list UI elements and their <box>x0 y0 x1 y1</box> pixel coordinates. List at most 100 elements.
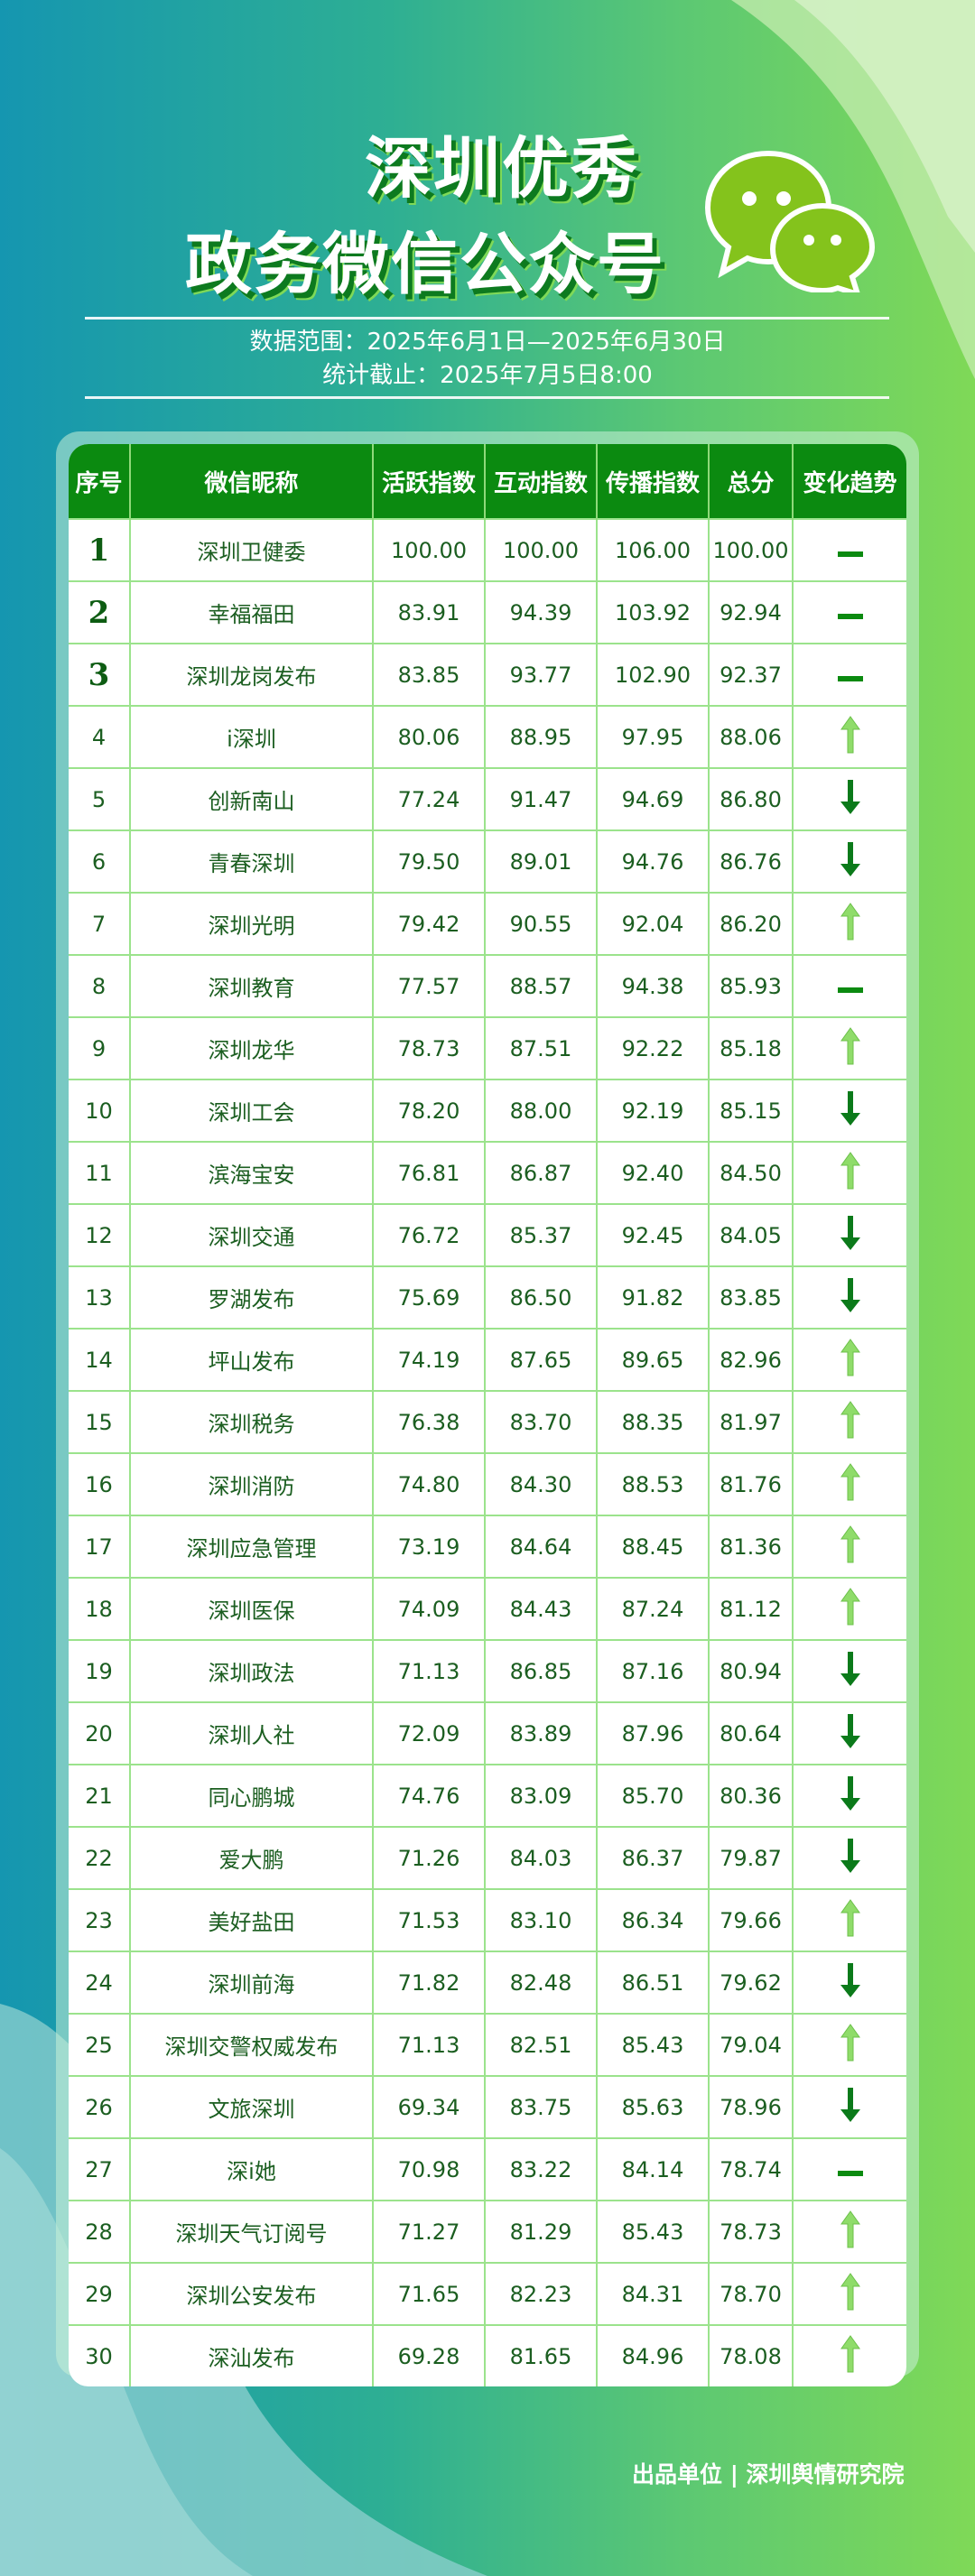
dash-icon <box>837 974 863 999</box>
interact-cell: 83.09 <box>484 1764 598 1828</box>
name-cell: 深圳交通 <box>129 1203 374 1267</box>
total-cell: 92.94 <box>708 580 794 644</box>
table-row: 29 深圳公安发布 71.65 82.23 84.31 78.70 <box>69 2262 906 2326</box>
active-cell: 83.85 <box>372 643 486 707</box>
trend-cell <box>792 643 906 707</box>
total-cell: 85.15 <box>708 1079 794 1143</box>
col-active: 活跃指数 <box>373 444 486 519</box>
spread-cell: 85.63 <box>596 2075 710 2139</box>
trend-cell <box>792 705 906 769</box>
rank-cell: 3 <box>69 643 131 707</box>
footer-credit: 出品单位 | 深圳舆情研究院 <box>632 2461 905 2488</box>
interact-cell: 94.39 <box>484 580 598 644</box>
data-range-text: 数据范围：2025年6月1日—2025年6月30日 <box>249 329 726 356</box>
name-cell: 滨海宝安 <box>129 1141 374 1205</box>
trend-cell <box>792 954 906 1018</box>
col-trend: 变化趋势 <box>793 444 906 519</box>
rank-cell: 10 <box>69 1079 131 1143</box>
spread-cell: 84.31 <box>596 2262 710 2326</box>
active-cell: 71.65 <box>372 2262 486 2326</box>
spread-cell: 87.16 <box>596 1639 710 1703</box>
total-cell: 86.80 <box>708 767 794 831</box>
trend-cell <box>792 2013 906 2077</box>
arrow-up-icon <box>840 2334 861 2379</box>
rank-cell: 14 <box>69 1328 131 1392</box>
active-cell: 74.09 <box>372 1577 486 1641</box>
active-cell: 69.34 <box>372 2075 486 2139</box>
rank-cell: 19 <box>69 1639 131 1703</box>
rank-cell: 28 <box>69 2200 131 2264</box>
spread-cell: 92.22 <box>596 1016 710 1080</box>
trend-cell <box>792 1515 906 1579</box>
col-name: 微信昵称 <box>130 444 374 519</box>
rank-cell: 1 <box>69 518 131 582</box>
total-cell: 80.94 <box>708 1639 794 1703</box>
active-cell: 78.20 <box>372 1079 486 1143</box>
name-cell: 深i她 <box>129 2137 374 2201</box>
arrow-up-icon <box>840 902 861 947</box>
interact-cell: 82.51 <box>484 2013 598 2077</box>
active-cell: 76.72 <box>372 1203 486 1267</box>
active-cell: 100.00 <box>372 518 486 582</box>
total-cell: 81.76 <box>708 1452 794 1516</box>
total-cell: 78.08 <box>708 2324 794 2386</box>
table-header: 序号 微信昵称 活跃指数 互动指数 传播指数 总分 变化趋势 <box>69 444 906 519</box>
name-cell: 深圳前海 <box>129 1951 374 2015</box>
spread-cell: 92.40 <box>596 1141 710 1205</box>
table-row: 25 深圳交警权威发布 71.13 82.51 85.43 79.04 <box>69 2013 906 2077</box>
active-cell: 79.50 <box>372 829 486 894</box>
total-cell: 78.96 <box>708 2075 794 2139</box>
arrow-down-icon <box>839 778 862 821</box>
name-cell: 深圳政法 <box>129 1639 374 1703</box>
table-row: 8 深圳教育 77.57 88.57 94.38 85.93 <box>69 954 906 1018</box>
rank-cell: 29 <box>69 2262 131 2326</box>
interact-cell: 87.65 <box>484 1328 598 1392</box>
trend-cell <box>792 2200 906 2264</box>
trend-cell <box>792 1390 906 1454</box>
title-line-1: 深圳优秀 <box>365 130 639 208</box>
arrow-down-icon <box>839 2086 862 2129</box>
rank-cell: 25 <box>69 2013 131 2077</box>
name-cell: 爱大鹏 <box>129 1826 374 1890</box>
rank-cell: 22 <box>69 1826 131 1890</box>
arrow-up-icon <box>840 1898 861 1943</box>
spread-cell: 89.65 <box>596 1328 710 1392</box>
rank-cell: 4 <box>69 705 131 769</box>
table-row: 28 深圳天气订阅号 71.27 81.29 85.43 78.73 <box>69 2200 906 2264</box>
table-row: 12 深圳交通 76.72 85.37 92.45 84.05 <box>69 1203 906 1267</box>
spread-cell: 85.43 <box>596 2013 710 2077</box>
rank-cell: 26 <box>69 2075 131 2139</box>
spread-cell: 103.92 <box>596 580 710 644</box>
interact-cell: 91.47 <box>484 767 598 831</box>
table-row: 17 深圳应急管理 73.19 84.64 88.45 81.36 <box>69 1515 906 1579</box>
active-cell: 71.27 <box>372 2200 486 2264</box>
name-cell: 美好盐田 <box>129 1888 374 1952</box>
rank-cell: 17 <box>69 1515 131 1579</box>
table-row: 24 深圳前海 71.82 82.48 86.51 79.62 <box>69 1951 906 2015</box>
active-cell: 70.98 <box>372 2137 486 2201</box>
interact-cell: 85.37 <box>484 1203 598 1267</box>
interact-cell: 82.23 <box>484 2262 598 2326</box>
name-cell: 深汕发布 <box>129 2324 374 2386</box>
active-cell: 78.73 <box>372 1016 486 1080</box>
spread-cell: 88.53 <box>596 1452 710 1516</box>
arrow-up-icon <box>840 1151 861 1196</box>
table-row: 10 深圳工会 78.20 88.00 92.19 85.15 <box>69 1079 906 1143</box>
total-cell: 79.87 <box>708 1826 794 1890</box>
arrow-up-icon <box>840 2272 861 2317</box>
total-cell: 81.36 <box>708 1515 794 1579</box>
trend-cell <box>792 1701 906 1765</box>
arrow-up-icon <box>840 1338 861 1383</box>
active-cell: 71.82 <box>372 1951 486 2015</box>
name-cell: 深圳天气订阅号 <box>129 2200 374 2264</box>
spread-cell: 94.38 <box>596 954 710 1018</box>
table-row: 5 创新南山 77.24 91.47 94.69 86.80 <box>69 767 906 831</box>
name-cell: 深圳医保 <box>129 1577 374 1641</box>
table-row: 1 深圳卫健委 100.00 100.00 106.00 100.00 <box>69 518 906 582</box>
trend-cell <box>792 2324 906 2386</box>
interact-cell: 87.51 <box>484 1016 598 1080</box>
arrow-down-icon <box>839 1214 862 1257</box>
rank-cell: 6 <box>69 829 131 894</box>
interact-cell: 84.03 <box>484 1826 598 1890</box>
trend-cell <box>792 1265 906 1330</box>
